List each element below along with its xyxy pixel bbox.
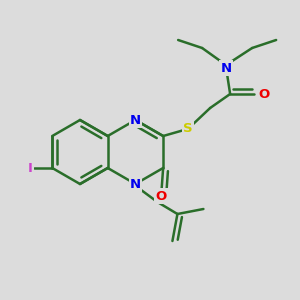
Text: N: N [130, 113, 141, 127]
Text: N: N [130, 178, 141, 190]
Text: N: N [220, 61, 232, 74]
Text: S: S [183, 122, 193, 134]
Text: O: O [258, 88, 269, 100]
Text: O: O [155, 190, 167, 202]
Text: I: I [28, 161, 33, 175]
